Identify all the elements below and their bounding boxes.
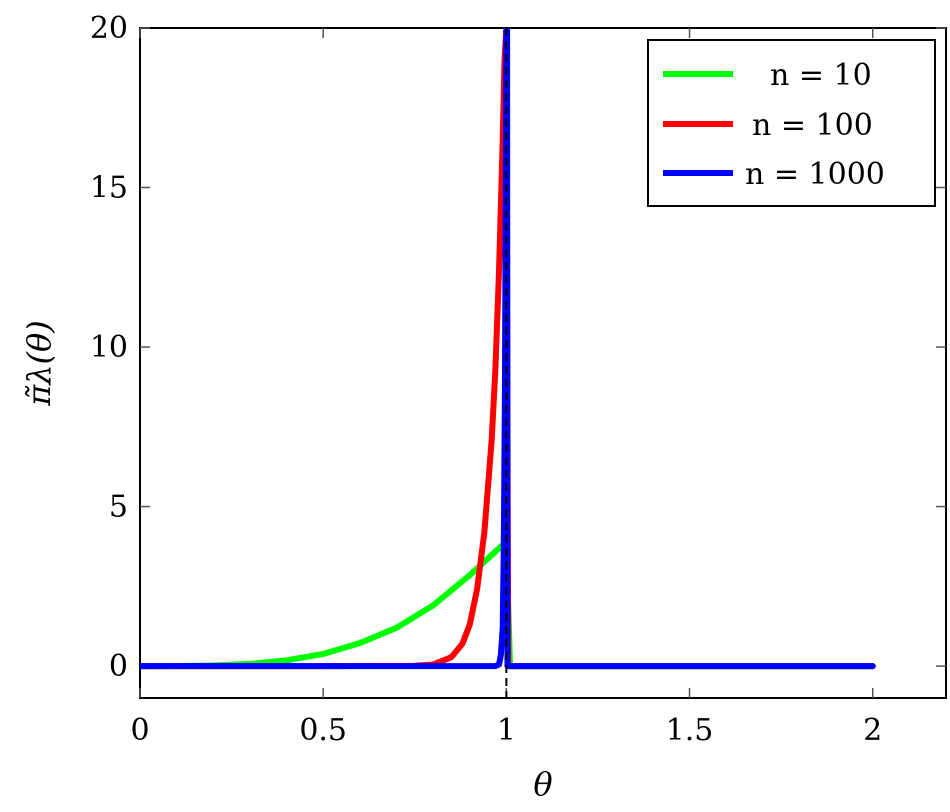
legend: n = 10 n = 100 n = 1000 bbox=[647, 39, 936, 207]
series-line-2 bbox=[140, 28, 876, 670]
x-tick-label: 0.5 bbox=[299, 713, 347, 748]
x-tick-label: 0 bbox=[130, 713, 149, 748]
y-tick-label: 15 bbox=[90, 171, 128, 206]
y-tick-label: 5 bbox=[109, 490, 128, 525]
legend-label-n10: n = 10 bbox=[770, 58, 872, 93]
x-tick-label: 1.5 bbox=[666, 713, 714, 748]
legend-label-n100: n = 100 bbox=[752, 108, 873, 143]
x-axis-label: θ bbox=[533, 765, 552, 803]
y-tick-label: 10 bbox=[90, 330, 128, 365]
x-tick-label: 1 bbox=[497, 713, 516, 748]
y-tick-label: 0 bbox=[109, 649, 128, 684]
y-tick-label: 20 bbox=[90, 11, 128, 46]
x-tick-label: 2 bbox=[863, 713, 882, 748]
y-axis-label: π̃λ(θ) bbox=[20, 320, 58, 407]
legend-label-n1000: n = 1000 bbox=[745, 157, 885, 192]
